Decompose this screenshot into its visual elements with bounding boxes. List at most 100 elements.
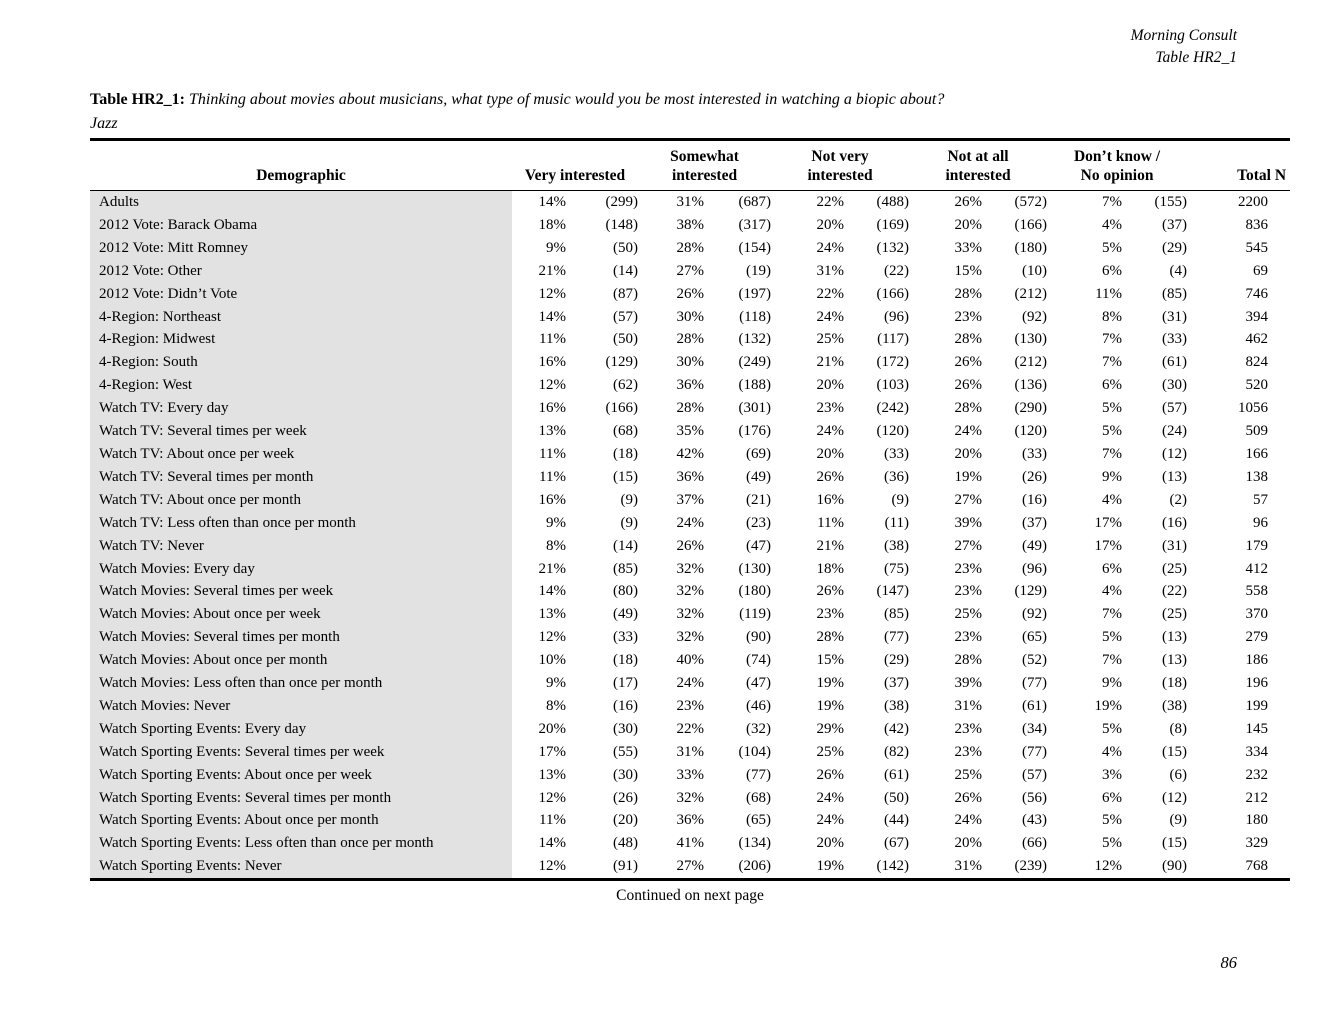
pct-cell: 24% — [676, 514, 705, 531]
count-cell: (34) — [1022, 720, 1048, 737]
pct-cell: 27% — [954, 491, 983, 508]
pct-cell: 28% — [676, 400, 705, 417]
count-cell: (33) — [1162, 331, 1188, 348]
count-cell: (36) — [884, 468, 910, 485]
count-cell: (48) — [613, 835, 639, 852]
pct-cell: 14% — [538, 835, 567, 852]
count-cell: (30) — [613, 720, 639, 737]
count-cell: (37) — [1022, 514, 1048, 531]
pct-cell: 26% — [816, 468, 845, 485]
running-header: Morning Consult Table HR2_1 — [1131, 25, 1237, 69]
row-label: Watch Movies: About once per week — [90, 603, 512, 627]
count-cell: (188) — [738, 377, 772, 394]
pct-cell: 21% — [538, 560, 567, 577]
pct-cell: 25% — [954, 766, 983, 783]
count-cell: (49) — [746, 468, 772, 485]
pct-cell: 25% — [816, 743, 845, 760]
count-cell: (61) — [1022, 697, 1048, 714]
count-cell: (68) — [746, 789, 772, 806]
pct-cell: 22% — [816, 194, 845, 210]
total-cell: 370 — [1245, 606, 1269, 623]
count-cell: (206) — [738, 858, 772, 875]
row-label: Watch Sporting Events: Several times per… — [90, 740, 512, 764]
pct-cell: 26% — [816, 766, 845, 783]
pct-cell: 15% — [816, 652, 845, 669]
row-label: 4-Region: Northeast — [90, 305, 512, 329]
pct-cell: 16% — [538, 354, 567, 371]
count-cell: (96) — [884, 308, 910, 325]
count-cell: (87) — [613, 285, 639, 302]
table-title: Table HR2_1: Thinking about movies about… — [90, 88, 1295, 136]
count-cell: (17) — [613, 675, 639, 692]
count-cell: (57) — [613, 308, 639, 325]
pct-cell: 17% — [1094, 537, 1123, 554]
row-label: Watch TV: Several times per month — [90, 465, 512, 489]
pct-cell: 11% — [539, 468, 566, 485]
count-cell: (15) — [1162, 743, 1188, 760]
count-cell: (75) — [884, 560, 910, 577]
row-label: Watch Movies: Several times per week — [90, 580, 512, 604]
pct-cell: 19% — [1094, 697, 1123, 714]
count-cell: (24) — [1162, 423, 1188, 440]
total-cell: 768 — [1245, 858, 1269, 875]
total-cell: 2200 — [1238, 194, 1269, 210]
count-cell: (180) — [1014, 239, 1048, 256]
pct-cell: 23% — [954, 720, 983, 737]
pct-cell: 15% — [954, 262, 983, 279]
count-cell: (9) — [1169, 812, 1188, 829]
count-cell: (50) — [613, 331, 639, 348]
row-label: Watch Sporting Events: About once per we… — [90, 763, 512, 787]
pct-cell: 7% — [1102, 194, 1123, 210]
count-cell: (43) — [1022, 812, 1048, 829]
pct-cell: 24% — [816, 423, 845, 440]
count-cell: (82) — [884, 743, 910, 760]
pct-cell: 16% — [816, 491, 845, 508]
pct-cell: 6% — [1102, 560, 1123, 577]
row-label: Watch Sporting Events: Less often than o… — [90, 832, 512, 856]
table-row: Watch Sporting Events: About once per mo… — [90, 809, 1290, 833]
pct-cell: 31% — [676, 194, 705, 210]
table-row: 2012 Vote: Mitt Romney 9% (50) 28% (154) 24% (… — [90, 236, 1290, 260]
table-row: Watch TV: Never 8% (14) 26% (47) 21% (38) 27% (4… — [90, 534, 1290, 558]
pct-cell: 14% — [538, 583, 567, 600]
column-header-group-1: Somewhat interested — [670, 148, 739, 184]
count-cell: (11) — [884, 514, 910, 531]
pct-cell: 39% — [954, 514, 983, 531]
table-row: Watch TV: Less often than once per month… — [90, 511, 1290, 535]
pct-cell: 25% — [954, 606, 983, 623]
count-cell: (47) — [746, 537, 772, 554]
pct-cell: 28% — [954, 331, 983, 348]
table-row: Watch TV: Several times per month 11% (15)… — [90, 465, 1290, 489]
table-row: 4-Region: Midwest 11% (50) 28% (132) 25% (117)… — [90, 328, 1290, 352]
table-row: Adults 14% (299) 31% (687) 22% (488) 26% (572) 7%… — [90, 190, 1290, 214]
total-cell: 545 — [1245, 239, 1269, 256]
count-cell: (12) — [1162, 445, 1188, 462]
pct-cell: 20% — [954, 216, 983, 233]
pct-cell: 19% — [816, 697, 845, 714]
total-cell: 1056 — [1238, 400, 1269, 417]
row-label: Watch Sporting Events: Never — [90, 855, 512, 880]
total-cell: 232 — [1245, 766, 1269, 783]
count-cell: (172) — [876, 354, 910, 371]
pct-cell: 9% — [546, 514, 566, 531]
pct-cell: 21% — [816, 537, 845, 554]
count-cell: (32) — [746, 720, 772, 737]
pct-cell: 38% — [676, 216, 705, 233]
total-cell: 180 — [1245, 812, 1269, 829]
count-cell: (62) — [613, 377, 639, 394]
pct-cell: 9% — [1102, 675, 1123, 692]
count-cell: (25) — [1162, 606, 1188, 623]
table-row: Watch Movies: About once per week 13% (49)… — [90, 603, 1290, 627]
count-cell: (142) — [876, 858, 910, 875]
pct-cell: 16% — [538, 400, 567, 417]
pct-cell: 22% — [816, 285, 845, 302]
pct-cell: 6% — [1102, 377, 1123, 394]
count-cell: (38) — [884, 537, 910, 554]
pct-cell: 30% — [676, 354, 705, 371]
pct-cell: 32% — [676, 583, 705, 600]
count-cell: (19) — [746, 262, 772, 279]
count-cell: (30) — [613, 766, 639, 783]
count-cell: (90) — [746, 629, 772, 646]
row-label: 2012 Vote: Other — [90, 259, 512, 283]
count-cell: (33) — [613, 629, 639, 646]
